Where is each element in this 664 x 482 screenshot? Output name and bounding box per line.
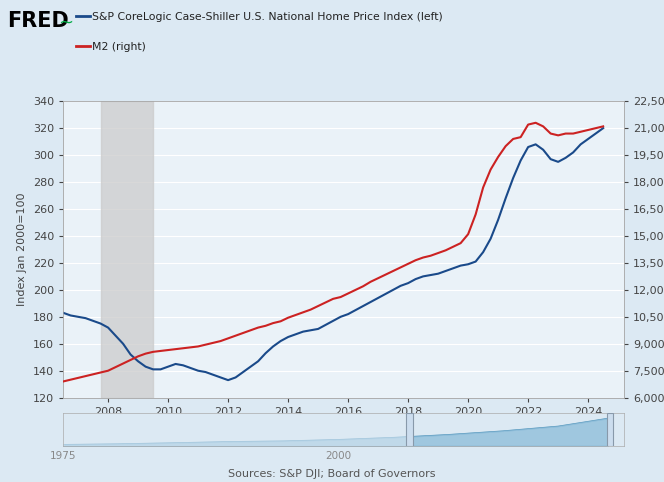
Bar [606,413,613,446]
Bar [63,413,410,446]
Text: FRED: FRED [7,11,68,31]
Text: S&P CoreLogic Case-Shiller U.S. National Home Price Index (left): S&P CoreLogic Case-Shiller U.S. National… [92,12,442,22]
Text: M2 (right): M2 (right) [92,42,145,52]
Bar [100,101,153,398]
Bar [406,413,413,446]
Text: Sources: S&P DJI; Board of Governors: Sources: S&P DJI; Board of Governors [228,469,436,479]
Text: ~: ~ [58,13,74,31]
Y-axis label: Index Jan 2000=100: Index Jan 2000=100 [17,193,27,306]
